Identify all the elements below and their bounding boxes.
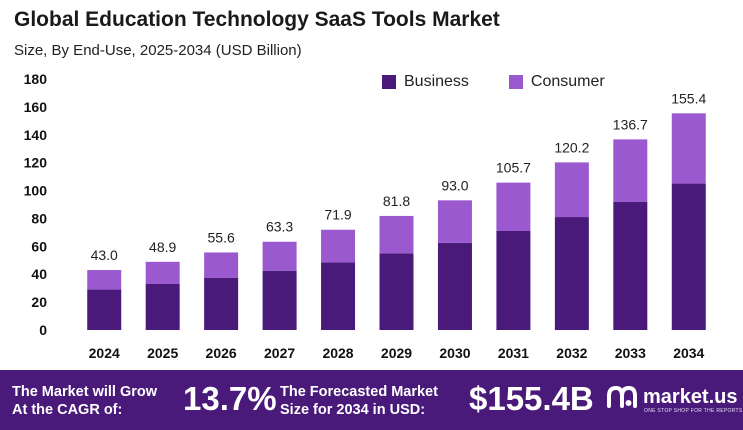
bar-consumer-2028 <box>321 229 356 263</box>
x-tick-label-2028: 2028 <box>322 345 353 361</box>
y-tick-label: 160 <box>24 99 48 115</box>
y-tick-label: 180 <box>24 71 48 87</box>
market-us-logo-icon <box>607 385 637 408</box>
x-tick-label-2029: 2029 <box>381 345 412 361</box>
bar-business-2034 <box>671 183 706 330</box>
legend-swatch-business <box>382 75 396 89</box>
bar-consumer-2026 <box>204 252 239 278</box>
legend-label-business: Business <box>404 73 469 90</box>
x-tick-label-2030: 2030 <box>439 345 470 361</box>
y-tick-label: 140 <box>24 127 48 143</box>
footer-banner: The Market will Grow At the CAGR of: 13.… <box>0 370 743 430</box>
data-label-total-2029: 81.8 <box>383 193 410 209</box>
bar-business-2032 <box>554 217 589 330</box>
bar-consumer-2025 <box>145 261 180 284</box>
y-tick-label: 100 <box>24 183 48 199</box>
bar-consumer-2033 <box>613 139 648 202</box>
legend: Business Consumer <box>382 73 605 91</box>
logo-name: market.us <box>643 385 738 408</box>
legend-label-consumer: Consumer <box>530 73 605 90</box>
cagr-value: 13.7% <box>183 380 277 417</box>
data-label-total-2031: 105.7 <box>496 160 531 176</box>
data-label-total-2032: 120.2 <box>554 139 589 155</box>
legend-item-business: Business <box>382 73 469 91</box>
cagr-caption-line1: The Market will Grow <box>12 384 158 400</box>
legend-item-consumer: Consumer <box>508 73 605 91</box>
forecast-caption-line1: The Forecasted Market <box>280 384 438 400</box>
data-label-total-2034: 155.4 <box>671 90 706 106</box>
bar-business-2033 <box>613 201 648 330</box>
y-tick-label: 40 <box>31 266 47 282</box>
bar-consumer-2024 <box>87 270 122 290</box>
x-tick-label-2031: 2031 <box>498 345 529 361</box>
data-label-total-2030: 93.0 <box>441 177 468 193</box>
bar-business-2031 <box>496 230 531 330</box>
forecast-caption: The Forecasted Market Size for 2034 in U… <box>280 383 438 419</box>
bar-business-2029 <box>379 253 414 330</box>
chart-title: Global Education Technology SaaS Tools M… <box>14 8 500 31</box>
bar-business-2025 <box>145 283 180 330</box>
bar-consumer-2027 <box>262 241 297 271</box>
x-tick-label-2027: 2027 <box>264 345 295 361</box>
stacked-bar-chart: 0 20 40 60 80 100 120 140 160 180 43.0 2024 48.9 2025… <box>24 71 707 361</box>
forecast-value: $155.4B <box>469 380 594 417</box>
data-label-total-2024: 43.0 <box>91 247 118 263</box>
data-label-total-2027: 63.3 <box>266 219 293 235</box>
logo-tagline: ONE STOP SHOP FOR THE REPORTS <box>644 408 743 414</box>
bar-business-2028 <box>321 262 356 330</box>
y-tick-label: 20 <box>31 294 47 310</box>
data-label-total-2028: 71.9 <box>324 207 351 223</box>
y-tick-label: 80 <box>31 210 47 226</box>
chart-subtitle: Size, By End-Use, 2025-2034 (USD Billion… <box>14 42 302 59</box>
forecast-caption-line2: Size for 2034 in USD: <box>280 402 426 418</box>
cagr-caption: The Market will Grow At the CAGR of: <box>12 383 157 419</box>
market-us-logo: market.us <box>606 384 738 410</box>
x-tick-label-2034: 2034 <box>673 345 704 361</box>
legend-swatch-consumer <box>508 75 523 89</box>
bar-consumer-2032 <box>554 162 589 218</box>
bar-consumer-2031 <box>496 182 531 231</box>
bar-consumer-2029 <box>379 215 414 254</box>
cagr-caption-line2: At the CAGR of: <box>12 402 123 418</box>
data-label-total-2033: 136.7 <box>613 116 648 132</box>
bar-business-2024 <box>87 289 122 330</box>
bar-consumer-2034 <box>671 113 706 184</box>
x-tick-label-2025: 2025 <box>147 345 178 361</box>
x-tick-label-2033: 2033 <box>615 345 646 361</box>
bar-consumer-2030 <box>437 200 472 243</box>
y-tick-label: 60 <box>31 238 47 254</box>
bar-business-2030 <box>437 242 472 330</box>
data-label-total-2025: 48.9 <box>149 239 176 255</box>
bar-business-2026 <box>204 277 239 330</box>
x-tick-label-2032: 2032 <box>556 345 587 361</box>
x-tick-label-2024: 2024 <box>89 345 120 361</box>
bar-business-2027 <box>262 270 297 330</box>
data-label-total-2026: 55.6 <box>208 229 235 245</box>
y-tick-label: 0 <box>39 322 47 338</box>
x-tick-label-2026: 2026 <box>206 345 237 361</box>
y-tick-label: 120 <box>24 155 48 171</box>
